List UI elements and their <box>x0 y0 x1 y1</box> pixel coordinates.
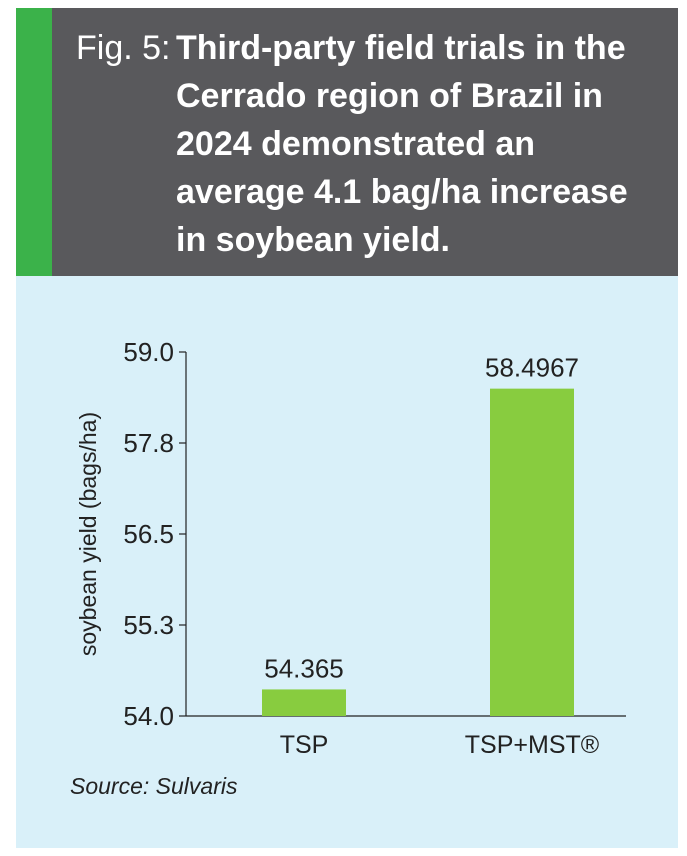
bar-1 <box>490 388 574 716</box>
figure-card: Fig. 5: Third-party field trials in the … <box>16 8 678 848</box>
bar-chart: 54.0 55.3 56.5 57.8 59.0 soybean yield (bags/… <box>75 337 626 759</box>
bar-value-label: 54.365 <box>264 653 344 683</box>
y-tick-label: 54.0 <box>123 701 174 731</box>
x-tick-label: TSP+MST® <box>465 731 600 759</box>
source-note: Source: Sulvaris <box>70 773 238 799</box>
y-tick-label: 55.3 <box>123 610 174 640</box>
bar-0 <box>262 689 346 716</box>
bar-value-label: 58.4967 <box>485 353 579 383</box>
header-accent-bar <box>16 8 52 276</box>
figure-header: Fig. 5: Third-party field trials in the … <box>16 8 678 276</box>
y-axis-title: soybean yield (bags/ha) <box>75 412 101 656</box>
figure-label: Fig. 5: <box>76 29 171 67</box>
x-tick-label: TSP <box>280 731 329 759</box>
y-tick-label: 57.8 <box>123 428 174 458</box>
y-tick-label: 59.0 <box>123 337 174 367</box>
y-tick-label: 56.5 <box>123 519 174 549</box>
figure-title: Third-party field trials in the Cerrado … <box>176 29 628 259</box>
